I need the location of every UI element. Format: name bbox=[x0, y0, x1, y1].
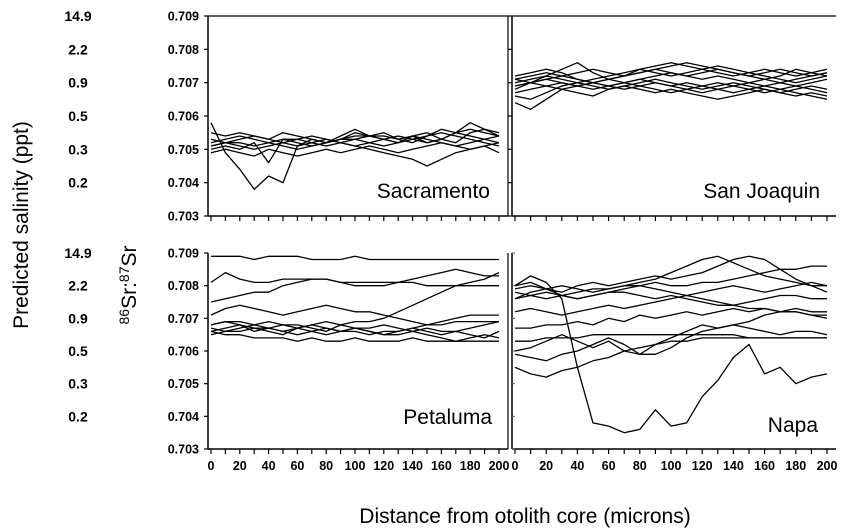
salinity-tick-label: 0.5 bbox=[68, 343, 88, 359]
x-tick-label: 200 bbox=[489, 459, 510, 473]
y-tick-label: 0.703 bbox=[168, 210, 199, 224]
x-tick-label: 0 bbox=[512, 459, 519, 473]
x-tick-label: 40 bbox=[262, 459, 276, 473]
x-tick-label: 100 bbox=[345, 459, 366, 473]
salinity-tick-label: 14.9 bbox=[64, 8, 91, 24]
salinity-tick-label: 2.2 bbox=[68, 41, 88, 57]
salinity-tick-label: 2.2 bbox=[68, 278, 88, 294]
series-line-napa-12 bbox=[514, 337, 827, 378]
series-line-san-joaquin-7 bbox=[514, 62, 828, 84]
series-line-petaluma-2 bbox=[210, 271, 499, 287]
series-line-sacramento-4 bbox=[210, 132, 500, 150]
ratio-base2: Sr bbox=[118, 245, 141, 266]
series-line-sacramento-8 bbox=[210, 135, 500, 147]
series-line-napa-4 bbox=[514, 265, 827, 300]
x-tick-label: 160 bbox=[754, 459, 775, 473]
y-tick-label: 0.707 bbox=[168, 76, 199, 90]
series-line-san-joaquin-9 bbox=[514, 68, 828, 87]
salinity-tick-label: 14.9 bbox=[64, 245, 91, 261]
y-tick-label: 0.705 bbox=[168, 377, 199, 391]
x-tick-label: 20 bbox=[539, 459, 553, 473]
salinity-tick-label: 0.3 bbox=[68, 141, 88, 157]
x-tick-label: 120 bbox=[692, 459, 713, 473]
series-line-petaluma-9 bbox=[210, 320, 500, 336]
series-line-napa-6 bbox=[514, 281, 828, 300]
x-tick-label: 140 bbox=[723, 459, 744, 473]
salinity-tick-label: 0.9 bbox=[68, 310, 88, 326]
series-line-napa-7 bbox=[514, 294, 827, 316]
y-tick-label: 0.709 bbox=[168, 10, 199, 24]
x-tick-label: 60 bbox=[290, 459, 304, 473]
y-tick-label: 0.703 bbox=[168, 443, 199, 457]
series-line-napa-11 bbox=[514, 324, 828, 362]
ratio-axis-title: 86Sr:87Sr bbox=[116, 245, 141, 324]
ratio-sup2: 87 bbox=[116, 266, 132, 282]
panel-label-san-joaquin: San Joaquin bbox=[703, 180, 820, 203]
series-line-sacramento-5 bbox=[210, 128, 500, 144]
series-line-napa-9 bbox=[514, 311, 828, 355]
salinity-tick-label: 0.3 bbox=[68, 376, 88, 392]
x-tick-label: 60 bbox=[602, 459, 616, 473]
x-tick-label: 0 bbox=[208, 459, 215, 473]
x-tick-label: 200 bbox=[817, 459, 838, 473]
series-line-petaluma-8 bbox=[210, 327, 500, 342]
series-line-petaluma-7 bbox=[210, 320, 500, 339]
series-line-petaluma-6 bbox=[210, 314, 499, 336]
series-line-napa-8 bbox=[515, 307, 827, 329]
y-tick-label: 0.705 bbox=[168, 143, 199, 157]
series-line-napa-2 bbox=[514, 255, 828, 293]
series-line-sacramento-7 bbox=[210, 122, 500, 150]
panel-san-joaquin: San Joaquin bbox=[508, 15, 836, 221]
salinity-tick-label: 0.5 bbox=[68, 108, 88, 124]
ratio-base1: Sr: bbox=[118, 282, 141, 309]
x-tick-label: 100 bbox=[661, 459, 682, 473]
series-line-san-joaquin-2 bbox=[514, 65, 828, 84]
y-tick-label: 0.704 bbox=[168, 410, 199, 424]
salinity-tick-label: 0.9 bbox=[68, 75, 88, 91]
x-axis-title: Distance from otolith core (microns) bbox=[359, 505, 690, 528]
series-line-petaluma-4 bbox=[210, 304, 499, 326]
series-line-petaluma-1 bbox=[211, 255, 499, 261]
x-tick-label: 180 bbox=[785, 459, 806, 473]
series-line-sacramento-3 bbox=[210, 135, 500, 167]
series-line-napa-1 bbox=[514, 275, 828, 434]
panel-label-sacramento: Sacramento bbox=[377, 180, 490, 203]
y-tick-label: 0.708 bbox=[168, 279, 199, 293]
series-line-napa-3 bbox=[514, 255, 827, 300]
x-tick-label: 80 bbox=[319, 459, 333, 473]
series-line-san-joaquin-10 bbox=[514, 78, 828, 94]
ratio-sup1: 86 bbox=[116, 309, 132, 325]
x-tick-label: 40 bbox=[570, 459, 584, 473]
x-tick-label: 80 bbox=[633, 459, 647, 473]
y-tick-label: 0.706 bbox=[168, 110, 199, 124]
x-tick-label: 160 bbox=[431, 459, 452, 473]
salinity-tick-label: 0.2 bbox=[68, 175, 88, 191]
x-tick-label: 180 bbox=[460, 459, 481, 473]
y-tick-label: 0.709 bbox=[168, 247, 199, 261]
x-tick-label: 20 bbox=[233, 459, 247, 473]
y-tick-label: 0.707 bbox=[168, 312, 199, 326]
salinity-ticks-group: 14.9 2.2 0.9 0.5 0.3 0.2 14.9 2.2 0.9 0.5 0.3 0.2 bbox=[64, 8, 91, 424]
y-tick-label: 0.704 bbox=[168, 176, 199, 190]
y-tick-label: 0.708 bbox=[168, 43, 199, 57]
series-line-petaluma-3 bbox=[210, 268, 499, 303]
panels-group: 0.709 0.708 0.707 0.706 0.705 0.704 0.703 Sacra… bbox=[168, 10, 838, 474]
series-line-san-joaquin-1 bbox=[514, 68, 828, 80]
panel-petaluma: 0 20 40 60 80 100 120 140 160 180 200 0.709 0.708 0.7… bbox=[168, 247, 510, 474]
x-tick-label: 120 bbox=[373, 459, 394, 473]
panel-napa: 0 20 40 60 80 100 120 140 160 180 200 Napa bbox=[511, 252, 838, 473]
panel-sacramento: 0.709 0.708 0.707 0.706 0.705 0.704 0.703 Sacra… bbox=[168, 10, 509, 224]
x-tick-label: 140 bbox=[402, 459, 423, 473]
y-tick-label: 0.706 bbox=[168, 345, 199, 359]
salinity-tick-label: 0.2 bbox=[68, 408, 88, 424]
panel-label-petaluma: Petaluma bbox=[403, 406, 492, 429]
series-line-san-joaquin-3 bbox=[514, 62, 828, 90]
series-line-san-joaquin-5 bbox=[514, 85, 828, 110]
series-line-petaluma-10 bbox=[210, 330, 499, 342]
series-line-petaluma-5 bbox=[210, 272, 500, 333]
panel-label-napa: Napa bbox=[768, 414, 819, 437]
salinity-axis-title: Predicted salinity (ppt) bbox=[10, 121, 33, 329]
